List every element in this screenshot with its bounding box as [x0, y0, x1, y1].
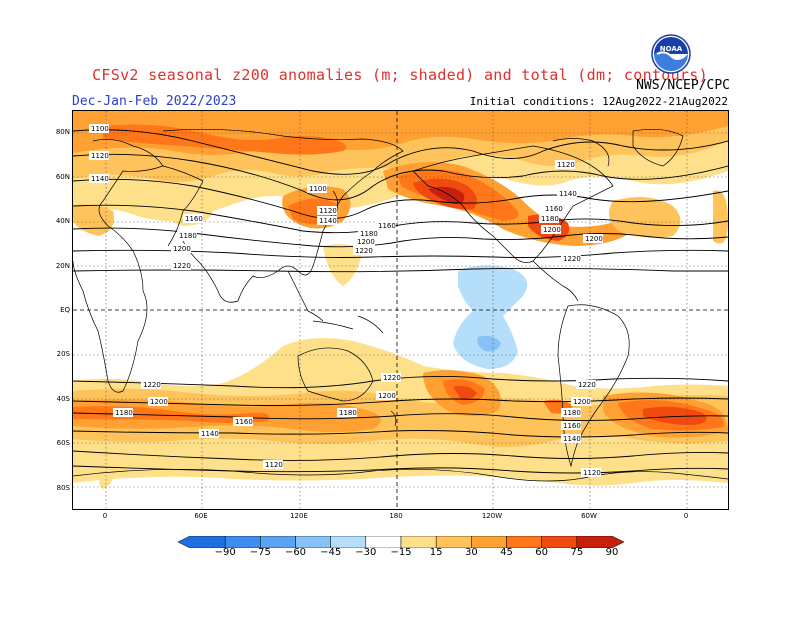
lon-label: 0 [683, 512, 689, 520]
contour-label: 1180 [115, 409, 133, 417]
colorbar-label: −75 [249, 547, 271, 558]
lat-label: 40S [56, 395, 70, 403]
lon-label: 60E [194, 512, 208, 520]
lat-label: 20S [56, 350, 70, 358]
colorbar-label: −45 [320, 547, 342, 558]
chart-title: CFSv2 seasonal z200 anomalies (m; shaded… [92, 66, 708, 84]
contour-label: 1220 [173, 262, 191, 270]
colorbar-label: −15 [390, 547, 412, 558]
lon-label: 0 [102, 512, 108, 520]
season-label: Dec-Jan-Feb 2022/2023 [72, 94, 237, 109]
tropical-negative-shading [453, 265, 528, 369]
contour-label: 1160 [185, 215, 203, 223]
south-anomaly-shading [73, 337, 728, 509]
colorbar-label: 15 [429, 547, 443, 558]
south-contour-labels: 1220 1200 1180 1160 1140 1120 1220 1200 … [113, 373, 601, 477]
lat-label: 40N [55, 217, 70, 225]
contour-label: 1200 [378, 392, 396, 400]
contour-label: 1140 [559, 190, 577, 198]
lon-label: 60W [581, 512, 597, 520]
contour-label: 1220 [143, 381, 161, 389]
initial-conditions-label: Initial conditions: 12Aug2022-21Aug2022 [469, 95, 728, 108]
colorbar-label: −30 [355, 547, 377, 558]
contour-label: 1100 [91, 125, 109, 133]
contour-label: 1180 [360, 230, 378, 238]
contour-label: 1140 [91, 175, 109, 183]
lon-label: 180 [389, 512, 403, 520]
colorbar-label: −90 [214, 547, 236, 558]
agency-label: NWS/NCEP/CPC [636, 78, 730, 93]
colorbar-label: 75 [570, 547, 584, 558]
contour-label: 1160 [563, 422, 581, 430]
colorbar-label: 90 [605, 547, 619, 558]
contour-label: 1120 [319, 207, 337, 215]
noaa-logo-icon: NOAA [651, 34, 691, 74]
contour-label: 1120 [265, 461, 283, 469]
contour-label: 1200 [543, 226, 561, 234]
contour-label: 1180 [541, 215, 559, 223]
contour-label: 1200 [573, 398, 591, 406]
equator-dateline [73, 111, 728, 509]
lat-label: 20N [55, 262, 70, 270]
contour-label: 1220 [383, 374, 401, 382]
lat-label: 60S [56, 439, 70, 447]
lat-label: 80S [56, 484, 70, 492]
lon-label: 120W [481, 512, 503, 520]
contour-label: 1160 [378, 222, 396, 230]
contour-label: 1100 [309, 185, 327, 193]
contour-label: 1200 [150, 398, 168, 406]
colorbar-label: 45 [500, 547, 513, 558]
contour-label: 1140 [201, 430, 219, 438]
colorbar-label: 60 [535, 547, 549, 558]
map-canvas: 1100 1120 1140 1160 1180 1200 1220 1100 … [73, 111, 728, 509]
contour-label: 1200 [585, 235, 603, 243]
lat-label: 80N [55, 128, 70, 136]
north-anomaly-shading [73, 111, 728, 286]
contour-label: 1180 [179, 232, 197, 240]
colorbar-label: 30 [464, 547, 478, 558]
lat-label: 60N [55, 173, 70, 181]
contour-label: 1160 [235, 418, 253, 426]
colorbar-segment [576, 536, 624, 548]
north-contour-labels: 1100 1120 1140 1160 1180 1200 1220 1100 … [89, 124, 603, 270]
contour-label: 1220 [578, 381, 596, 389]
logo-text: NOAA [660, 45, 683, 53]
contour-label: 1220 [563, 255, 581, 263]
contour-label: 1120 [91, 152, 109, 160]
contour-label: 1160 [545, 205, 563, 213]
contour-label: 1140 [319, 217, 337, 225]
contour-label: 1180 [563, 409, 581, 417]
contour-label: 1180 [339, 409, 357, 417]
anomaly-map: 1100 1120 1140 1160 1180 1200 1220 1100 … [72, 110, 729, 510]
colorbar [178, 536, 624, 548]
contour-label: 1200 [357, 238, 375, 246]
colorbar-label: −60 [284, 547, 307, 558]
contour-label: 1120 [557, 161, 575, 169]
contour-label: 1220 [355, 247, 373, 255]
contour-label: 1120 [583, 469, 601, 477]
contour-label: 1140 [563, 435, 581, 443]
lat-label: EQ [60, 306, 70, 314]
contour-label: 1200 [173, 245, 191, 253]
lon-label: 120E [290, 512, 308, 520]
